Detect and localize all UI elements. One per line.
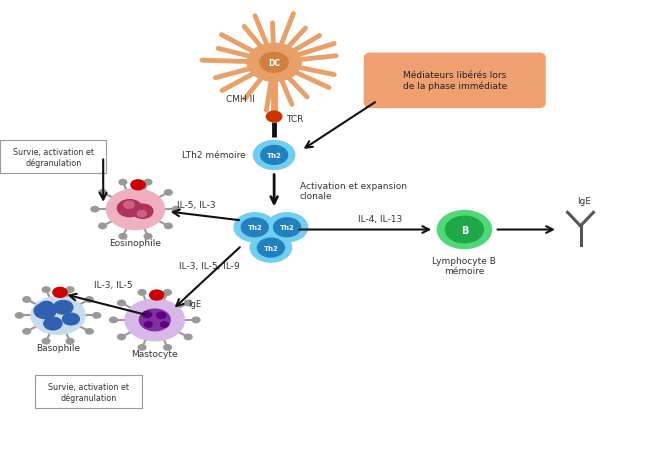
Circle shape bbox=[137, 211, 146, 217]
Text: B: B bbox=[461, 225, 468, 235]
Circle shape bbox=[184, 335, 192, 340]
Circle shape bbox=[23, 297, 30, 303]
Circle shape bbox=[86, 297, 94, 303]
Text: TCR: TCR bbox=[286, 115, 303, 124]
Circle shape bbox=[131, 180, 145, 190]
Circle shape bbox=[117, 200, 142, 217]
FancyBboxPatch shape bbox=[0, 141, 106, 174]
Circle shape bbox=[241, 218, 268, 237]
FancyBboxPatch shape bbox=[364, 54, 545, 108]
Circle shape bbox=[31, 297, 85, 335]
Text: Eosinophile: Eosinophile bbox=[110, 238, 161, 247]
Text: CMH II: CMH II bbox=[226, 95, 255, 104]
Text: Th2: Th2 bbox=[248, 225, 262, 231]
Circle shape bbox=[125, 299, 184, 341]
Circle shape bbox=[253, 141, 295, 170]
Circle shape bbox=[124, 202, 134, 209]
Circle shape bbox=[138, 345, 146, 350]
Circle shape bbox=[164, 290, 172, 295]
Circle shape bbox=[261, 146, 288, 165]
Text: IL-5, IL-3: IL-5, IL-3 bbox=[177, 201, 216, 210]
Circle shape bbox=[110, 318, 117, 323]
Circle shape bbox=[86, 329, 94, 334]
Circle shape bbox=[266, 112, 282, 123]
Text: IgE: IgE bbox=[188, 299, 201, 308]
Circle shape bbox=[234, 213, 275, 242]
Circle shape bbox=[119, 234, 127, 239]
Circle shape bbox=[66, 287, 74, 293]
Circle shape bbox=[144, 234, 152, 239]
Circle shape bbox=[23, 329, 30, 334]
Circle shape bbox=[91, 207, 99, 212]
Circle shape bbox=[260, 53, 288, 73]
Circle shape bbox=[15, 313, 23, 318]
Text: Mastocyte: Mastocyte bbox=[132, 349, 178, 358]
Circle shape bbox=[164, 190, 172, 196]
Text: IL-4, IL-13: IL-4, IL-13 bbox=[359, 214, 402, 223]
Circle shape bbox=[150, 290, 164, 300]
Text: Activation et expansion
clonale: Activation et expansion clonale bbox=[300, 181, 407, 201]
Circle shape bbox=[437, 211, 491, 249]
Circle shape bbox=[99, 190, 106, 196]
Text: Médiateurs libérés lors
de la phase immédiate: Médiateurs libérés lors de la phase immé… bbox=[402, 71, 507, 91]
Text: DC: DC bbox=[268, 59, 280, 68]
Circle shape bbox=[161, 322, 168, 327]
Circle shape bbox=[42, 287, 50, 293]
FancyBboxPatch shape bbox=[35, 375, 142, 408]
Circle shape bbox=[250, 234, 292, 262]
Circle shape bbox=[139, 309, 170, 331]
Circle shape bbox=[257, 239, 284, 258]
Text: Survie, activation et
dégranulation: Survie, activation et dégranulation bbox=[13, 147, 94, 167]
Circle shape bbox=[138, 290, 146, 295]
Circle shape bbox=[106, 189, 164, 230]
Circle shape bbox=[66, 339, 74, 344]
Circle shape bbox=[266, 213, 308, 242]
Circle shape bbox=[34, 304, 56, 319]
Text: Basophile: Basophile bbox=[36, 343, 80, 352]
Circle shape bbox=[39, 302, 54, 312]
Circle shape bbox=[144, 322, 152, 327]
Circle shape bbox=[157, 313, 166, 319]
Circle shape bbox=[44, 318, 62, 330]
Circle shape bbox=[446, 217, 483, 243]
Text: IL-3, IL-5, IL-9: IL-3, IL-5, IL-9 bbox=[179, 262, 240, 271]
Text: Lymphocyte B
mémoire: Lymphocyte B mémoire bbox=[432, 256, 497, 276]
Circle shape bbox=[117, 300, 125, 306]
Circle shape bbox=[192, 318, 200, 323]
Circle shape bbox=[63, 313, 79, 325]
Circle shape bbox=[133, 205, 153, 219]
Circle shape bbox=[119, 180, 127, 185]
Circle shape bbox=[143, 312, 152, 318]
Circle shape bbox=[93, 313, 101, 318]
Circle shape bbox=[247, 44, 301, 82]
Circle shape bbox=[184, 300, 192, 306]
Circle shape bbox=[172, 207, 180, 212]
Circle shape bbox=[273, 218, 301, 237]
Text: Th2: Th2 bbox=[267, 152, 281, 159]
Circle shape bbox=[54, 301, 73, 314]
Text: Th2: Th2 bbox=[280, 225, 294, 231]
Circle shape bbox=[53, 288, 67, 298]
Text: LTh2 mémoire: LTh2 mémoire bbox=[182, 151, 246, 160]
Circle shape bbox=[144, 180, 152, 185]
Text: Th2: Th2 bbox=[264, 245, 278, 251]
Text: IL-3, IL-5: IL-3, IL-5 bbox=[94, 281, 132, 290]
Text: IgE: IgE bbox=[577, 196, 591, 205]
Circle shape bbox=[117, 335, 125, 340]
Circle shape bbox=[164, 224, 172, 229]
Circle shape bbox=[164, 345, 172, 350]
Text: Survie, activation et
dégranulation: Survie, activation et dégranulation bbox=[48, 382, 129, 402]
Circle shape bbox=[99, 224, 106, 229]
Circle shape bbox=[42, 339, 50, 344]
